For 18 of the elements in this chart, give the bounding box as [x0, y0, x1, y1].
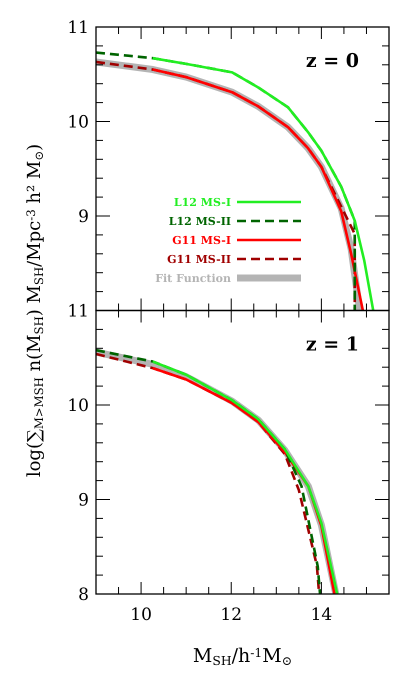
text: G11 MS-II — [167, 253, 231, 266]
annotation: z = 1 — [306, 334, 359, 356]
annotation: z = 0 — [306, 50, 359, 72]
y-tick-label: 9 — [78, 207, 89, 227]
y-tick-label: 11 — [67, 18, 89, 38]
text: Fit Function — [155, 272, 231, 285]
text: L12 MS-I — [174, 196, 231, 209]
text: G11 MS-I — [172, 234, 231, 247]
x-tick-label: 10 — [130, 605, 152, 625]
y-tick-label: 11 — [67, 302, 89, 322]
y-tick-label: 8 — [78, 585, 89, 605]
y-tick-label: 10 — [67, 112, 89, 132]
y-tick-label: 10 — [67, 396, 89, 416]
x-tick-label: 14 — [310, 605, 332, 625]
x-tick-label: 12 — [220, 605, 242, 625]
text: L12 MS-II — [168, 215, 231, 228]
x-axis-title: M$_{SH}$/h$^{-1}$M$_{⊙}$ — [192, 645, 292, 668]
y-tick-label: 9 — [78, 490, 89, 510]
